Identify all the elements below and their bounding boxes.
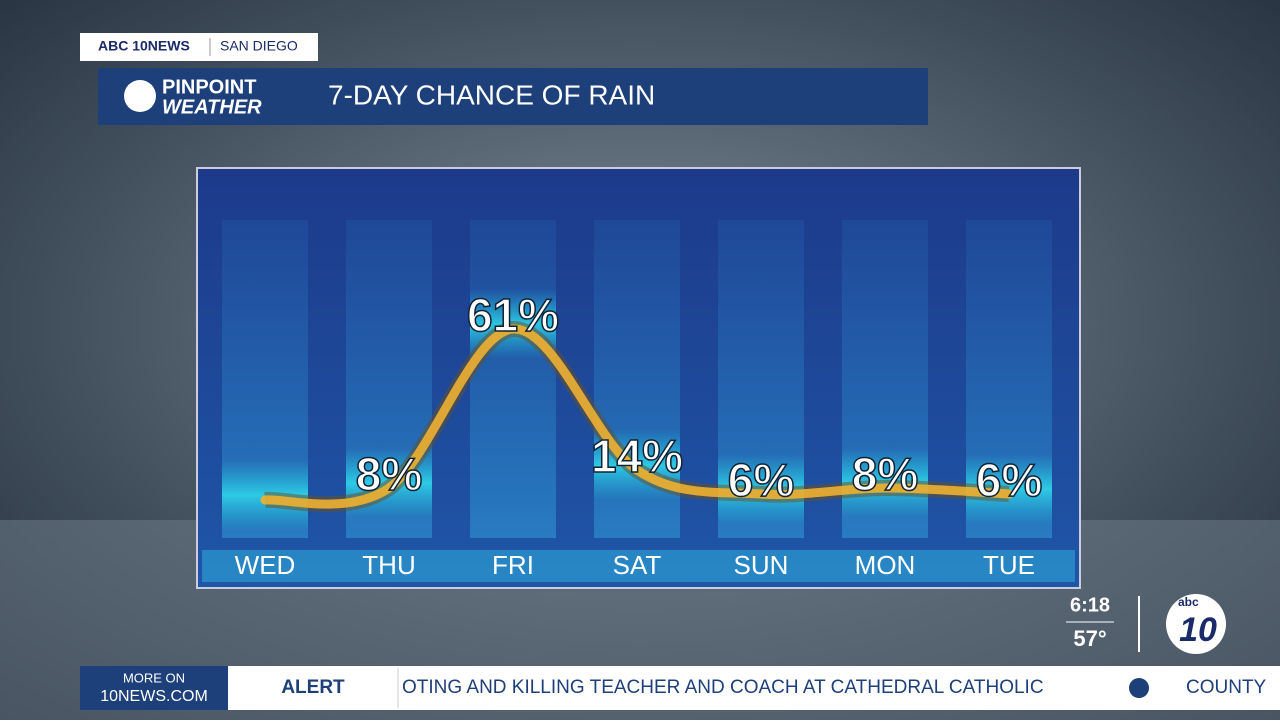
more-bottom: 10NEWS.COM [100,688,208,705]
day-label: THU [362,550,415,580]
day-label: FRI [492,550,534,580]
value-label: 8% [356,448,422,500]
brand-logo [124,80,156,112]
day-label: WED [235,550,296,580]
day-band [202,550,1075,582]
ticker-logo [1129,678,1149,698]
ticker-bar [228,666,1280,710]
day-label: SUN [734,550,789,580]
rain-line [260,324,1014,509]
logo-circle [1166,594,1226,654]
brand-bottom: WEATHER [162,96,262,118]
value-label: 6% [976,454,1042,506]
logo-big: 10 [1179,611,1217,649]
alert: ALERT [281,677,345,698]
temp: 57° [1073,626,1106,651]
brand-top: PINPOINT [162,76,256,98]
more-top: MORE ON [123,670,185,685]
ticker-text: OTING AND KILLING TEACHER AND COACH AT C… [402,677,1044,698]
time: 6:18 [1070,594,1110,616]
day-label: MON [855,550,916,580]
logo-small: abc [1178,595,1199,609]
value-label: 14% [591,430,683,482]
city: SAN DIEGO [220,38,298,54]
station: ABC 10NEWS [98,38,190,54]
day-column [470,220,556,538]
chart-title: 7-DAY CHANCE OF RAIN [328,79,655,110]
value-label: 8% [852,448,918,500]
title-bar [98,68,928,125]
more-box [80,666,228,710]
value-label: 6% [728,454,794,506]
ticker-next: COUNTY [1186,677,1267,698]
day-label: SAT [613,550,662,580]
day-label: TUE [983,550,1035,580]
value-label: 61% [467,289,559,341]
station-bar [80,33,318,61]
